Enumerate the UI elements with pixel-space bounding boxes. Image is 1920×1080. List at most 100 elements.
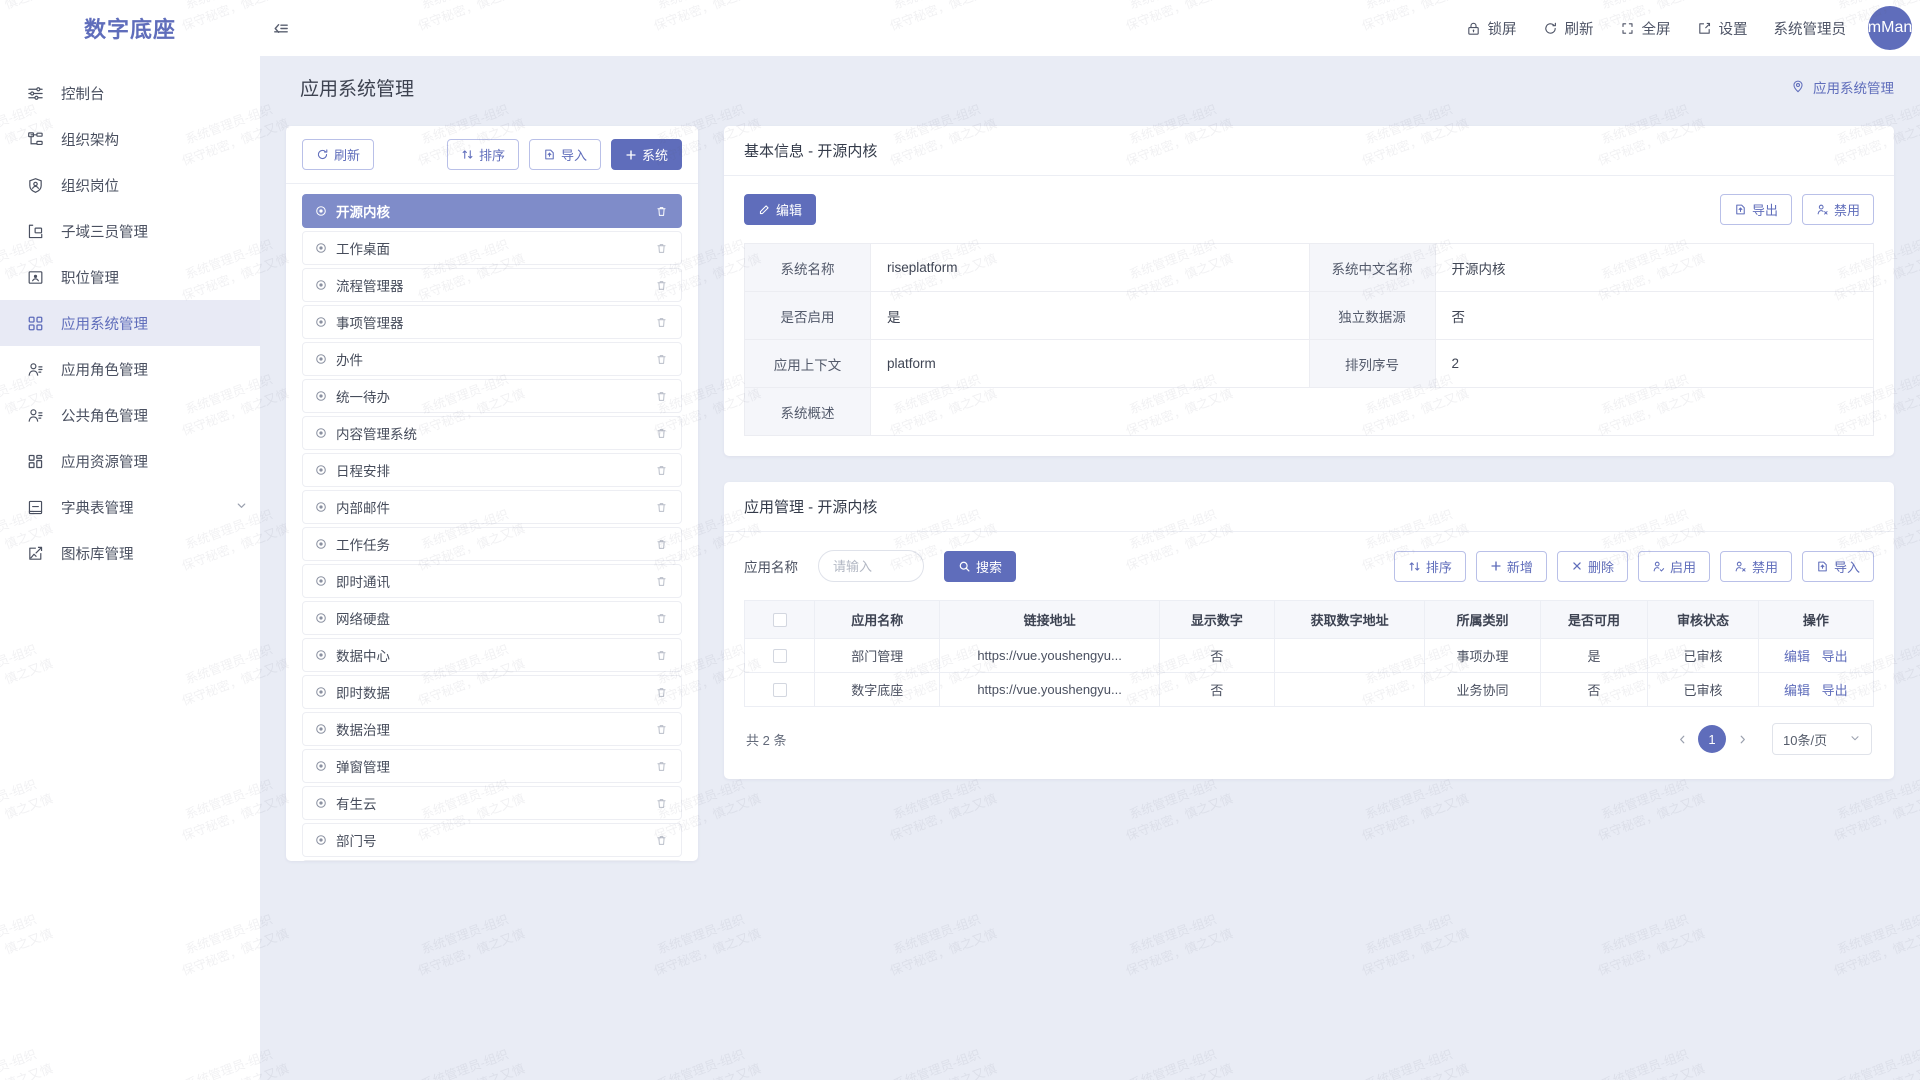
list-item-label: 开源内核: [336, 205, 390, 220]
list-item[interactable]: 弹窗管理: [302, 749, 682, 783]
page-number-1[interactable]: 1: [1698, 725, 1726, 753]
row-edit-link[interactable]: 编辑: [1783, 649, 1810, 664]
trash-icon[interactable]: [655, 834, 668, 847]
add-system-button[interactable]: 系统: [610, 139, 682, 170]
avatar[interactable]: mMan: [1868, 6, 1912, 50]
list-item[interactable]: 部门号: [302, 823, 682, 857]
collapse-menu-icon[interactable]: [260, 8, 300, 48]
list-item[interactable]: 网络硬盘: [302, 601, 682, 635]
trash-icon[interactable]: [655, 205, 668, 218]
search-button[interactable]: 搜索: [944, 550, 1017, 582]
fullscreen-button[interactable]: 全屏: [1620, 18, 1671, 39]
lock-screen-button[interactable]: 锁屏: [1466, 18, 1517, 39]
refresh-list-button[interactable]: 刷新: [302, 139, 375, 170]
trash-icon[interactable]: [655, 464, 668, 477]
disable-system-button[interactable]: 禁用: [1801, 194, 1874, 225]
row-export-link[interactable]: 导出: [1821, 683, 1848, 698]
edit-button[interactable]: 编辑: [744, 194, 817, 225]
trash-icon[interactable]: [655, 501, 668, 514]
next-page-button[interactable]: [1728, 725, 1756, 753]
target-dot-icon: [315, 242, 327, 254]
row-checkbox[interactable]: [772, 683, 787, 698]
list-item[interactable]: 即时通讯: [302, 564, 682, 598]
sidebar-item-app-resource-management[interactable]: 应用资源管理: [0, 438, 260, 484]
refresh-button[interactable]: 刷新: [1543, 18, 1594, 39]
list-item[interactable]: 工作桌面: [302, 231, 682, 265]
sidebar-item-app-system-management[interactable]: 应用系统管理: [0, 300, 260, 346]
sidebar-item-dictionary-management[interactable]: 字典表管理: [0, 484, 260, 530]
trash-icon[interactable]: [655, 649, 668, 662]
prev-page-button[interactable]: [1668, 725, 1696, 753]
list-item-label: 工作桌面: [336, 242, 390, 257]
target-dot-icon: [315, 723, 327, 735]
cell-audit-status: 已审核: [1647, 672, 1759, 707]
sidebar-item-subdomain-admins[interactable]: 子域三员管理: [0, 208, 260, 254]
row-checkbox[interactable]: [772, 649, 787, 664]
trash-icon[interactable]: [655, 316, 668, 329]
enable-app-button[interactable]: 启用: [1637, 550, 1710, 582]
table-row[interactable]: 数字底座 https://vue.youshengyu... 否 业务协同 否 …: [743, 672, 1875, 707]
list-item[interactable]: 内容管理系统: [302, 416, 682, 450]
list-item[interactable]: 即时数据: [302, 675, 682, 709]
cell-show-number: 否: [1158, 672, 1276, 707]
user-name[interactable]: 系统管理员: [1773, 21, 1847, 38]
trash-icon[interactable]: [655, 279, 668, 292]
list-item[interactable]: 流程管理器: [302, 268, 682, 302]
chevron-down-icon[interactable]: [235, 499, 248, 516]
sidebar-item-job-title[interactable]: 职位管理: [0, 254, 260, 300]
table-row[interactable]: 部门管理 https://vue.youshengyu... 否 事项办理 是 …: [743, 638, 1875, 673]
cell-actions: 编辑 导出: [1757, 672, 1875, 707]
list-item[interactable]: 数据中心: [302, 638, 682, 672]
trash-icon[interactable]: [655, 242, 668, 255]
breadcrumb[interactable]: 应用系统管理: [1791, 77, 1894, 97]
trash-icon[interactable]: [655, 575, 668, 588]
delete-app-button[interactable]: 删除: [1556, 550, 1628, 582]
sort-systems-label: 排序: [478, 148, 505, 163]
add-app-button[interactable]: 新增: [1475, 550, 1547, 582]
list-item[interactable]: 开源内核: [302, 194, 682, 228]
trash-icon[interactable]: [655, 538, 668, 551]
sort-systems-button[interactable]: 排序: [446, 139, 519, 170]
settings-button[interactable]: 设置: [1697, 18, 1748, 39]
row-edit-link[interactable]: 编辑: [1783, 683, 1810, 698]
export-button[interactable]: 导出: [1719, 194, 1792, 225]
list-item[interactable]: 办件: [302, 342, 682, 376]
select-all-checkbox[interactable]: [772, 613, 787, 628]
page-size-select[interactable]: 10条/页: [1772, 723, 1872, 755]
list-item[interactable]: 工作任务: [302, 527, 682, 561]
list-item[interactable]: 数据治理: [302, 712, 682, 746]
row-export-link[interactable]: 导出: [1821, 649, 1848, 664]
app-name-search-input[interactable]: [818, 550, 924, 582]
trash-icon[interactable]: [655, 612, 668, 625]
list-item-label: 网络硬盘: [336, 612, 390, 627]
plus-icon: [1490, 560, 1502, 572]
trash-icon[interactable]: [655, 390, 668, 403]
trash-icon[interactable]: [655, 760, 668, 773]
user-x-icon: [1734, 560, 1747, 573]
trash-icon[interactable]: [655, 353, 668, 366]
sidebar-item-org-position[interactable]: 组织岗位: [0, 162, 260, 208]
sidebar-item-icon-library-management[interactable]: 图标库管理: [0, 530, 260, 576]
list-item[interactable]: 日程安排: [302, 453, 682, 487]
trash-icon[interactable]: [655, 427, 668, 440]
list-item[interactable]: 培训考试: [302, 860, 682, 861]
list-item[interactable]: 事项管理器: [302, 305, 682, 339]
system-list[interactable]: 开源内核 工作桌面 流程管理器: [286, 184, 698, 861]
sidebar-item-label: 图标库管理: [61, 546, 134, 563]
sidebar-item-public-role-management[interactable]: 公共角色管理: [0, 392, 260, 438]
list-item[interactable]: 有生云: [302, 786, 682, 820]
disable-app-button[interactable]: 禁用: [1719, 550, 1792, 582]
import-apps-button[interactable]: 导入: [1801, 550, 1874, 582]
trash-icon[interactable]: [655, 723, 668, 736]
list-item[interactable]: 统一待办: [302, 379, 682, 413]
list-item-label: 日程安排: [336, 464, 390, 479]
import-systems-button[interactable]: 导入: [528, 139, 601, 170]
trash-icon[interactable]: [655, 797, 668, 810]
refresh-label: 刷新: [1564, 21, 1594, 38]
list-item[interactable]: 内部邮件: [302, 490, 682, 524]
sidebar-item-console[interactable]: 控制台: [0, 70, 260, 116]
sort-apps-button[interactable]: 排序: [1393, 550, 1466, 582]
sidebar-item-organization[interactable]: 组织架构: [0, 116, 260, 162]
sidebar-item-app-role-management[interactable]: 应用角色管理: [0, 346, 260, 392]
trash-icon[interactable]: [655, 686, 668, 699]
